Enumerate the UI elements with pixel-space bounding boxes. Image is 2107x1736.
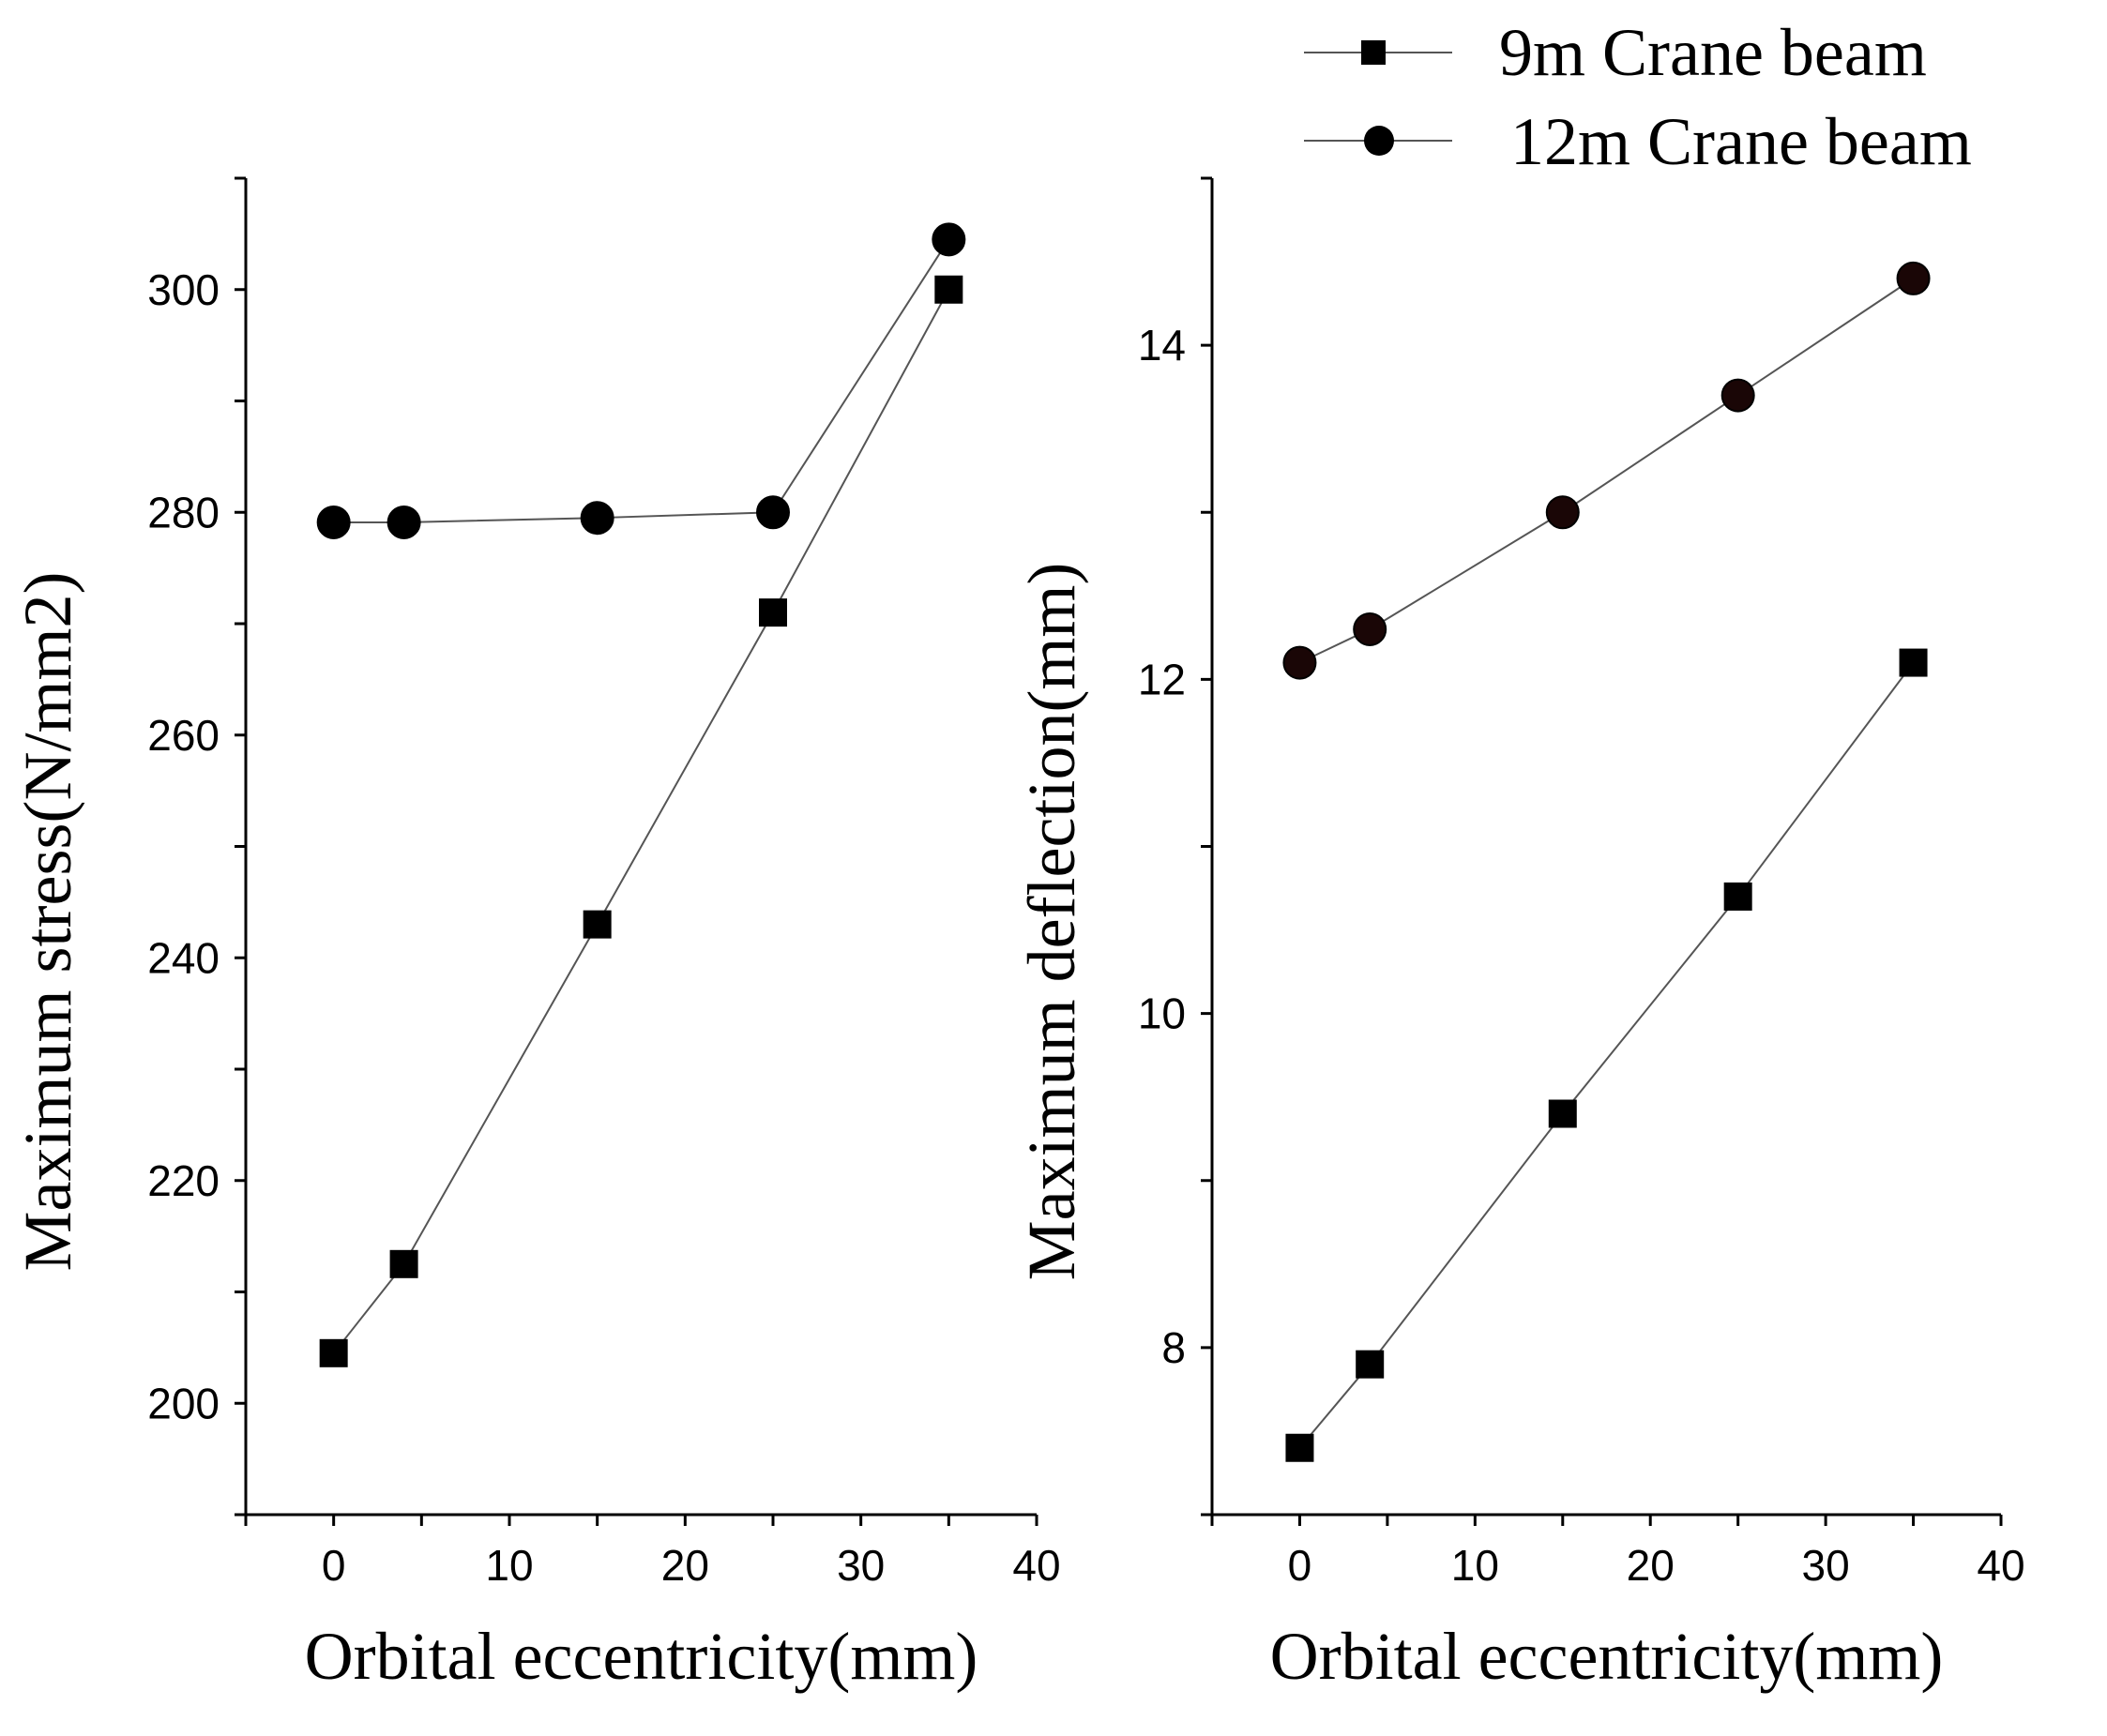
x-tick-label: 20 [661, 1541, 709, 1590]
series-line [1299, 278, 1915, 664]
legend-label-12m: 12m Crane beam [1510, 104, 1972, 179]
data-point-circle [580, 501, 614, 536]
legend-circle-marker [1364, 126, 1394, 156]
x-tick-label: 40 [1012, 1541, 1060, 1590]
data-point-square [319, 1338, 348, 1367]
x-tick-label: 0 [322, 1541, 346, 1590]
series-line [333, 238, 950, 523]
y-tick-label: 280 [147, 488, 220, 536]
data-point-circle [1545, 495, 1580, 530]
x-tick-label: 20 [1627, 1541, 1675, 1590]
y-tick-label: 8 [1161, 1323, 1186, 1372]
y-tick-label: 260 [147, 711, 220, 760]
data-point-square [759, 598, 787, 627]
data-point-circle [316, 505, 351, 539]
y-tick-label: 300 [147, 265, 220, 314]
data-point-circle [1353, 611, 1387, 646]
data-point-circle [1720, 378, 1755, 413]
y-tick-label: 14 [1138, 321, 1186, 370]
stress-panel: 200 220 240 260 280 300 0 10 20 30 40 Orbital eccen… [10, 176, 1061, 1694]
data-point-square [1285, 1433, 1314, 1462]
data-point-circle [387, 505, 421, 539]
x-axis-title: Orbital eccentricity(mm) [305, 1619, 978, 1694]
x-axis-title: Orbital eccentricity(mm) [1270, 1619, 1944, 1694]
data-point-square [1356, 1350, 1385, 1379]
legend: 9m Crane beam 12m Crane beam [1304, 15, 1972, 179]
data-point-square [1723, 882, 1752, 911]
data-point-square [1548, 1099, 1577, 1128]
x-tick-label: 30 [1802, 1541, 1850, 1590]
data-point-circle [932, 222, 966, 257]
x-tick-label: 30 [837, 1541, 885, 1590]
data-point-circle [1896, 261, 1931, 295]
data-point-square [389, 1249, 418, 1278]
y-tick-label: 220 [147, 1156, 220, 1205]
x-tick-label: 10 [1451, 1541, 1499, 1590]
data-point-circle [756, 495, 790, 530]
x-tick-label: 40 [1977, 1541, 2024, 1590]
data-point-square [583, 910, 612, 939]
legend-square-marker [1361, 40, 1386, 65]
y-tick-label: 12 [1138, 655, 1186, 703]
data-point-circle [1282, 645, 1317, 680]
legend-label-9m: 9m Crane beam [1499, 15, 1927, 90]
series-line [1298, 661, 1915, 1449]
y-axis-title: Maximum stress(N/mm2) [10, 572, 85, 1272]
deflection-panel: 8 10 12 14 0 10 20 30 40 Orbital eccentricity(mm)… [1014, 176, 2025, 1694]
y-tick-label: 10 [1138, 989, 1186, 1038]
y-tick-label: 240 [147, 933, 220, 982]
x-tick-label: 0 [1288, 1541, 1312, 1590]
data-point-square [934, 275, 963, 304]
y-axis-title: Maximum deflection(mm) [1014, 563, 1089, 1281]
y-tick-label: 200 [147, 1379, 220, 1427]
x-tick-label: 10 [485, 1541, 533, 1590]
series-line [332, 289, 950, 1354]
data-point-square [1899, 648, 1928, 677]
